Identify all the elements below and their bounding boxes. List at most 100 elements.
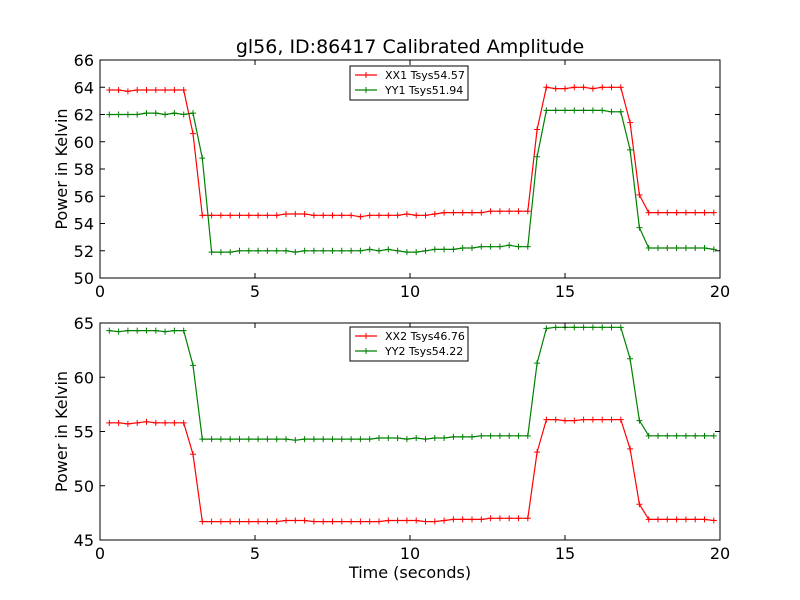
data-point [589, 324, 596, 331]
data-point [524, 432, 531, 439]
y-tick-label: 56 [74, 187, 94, 206]
data-point [524, 243, 531, 250]
data-point [441, 209, 448, 216]
data-point [385, 517, 392, 524]
legend-label: YY1 Tsys51.94 [384, 84, 463, 97]
data-point [394, 212, 401, 219]
data-point [627, 355, 634, 362]
data-point [599, 107, 606, 114]
y-tick-label: 50 [74, 477, 94, 496]
data-point [236, 247, 243, 254]
data-point [208, 436, 215, 443]
data-point [376, 518, 382, 525]
data-point [115, 111, 122, 118]
legend-label: XX1 Tsys54.57 [385, 69, 465, 82]
data-point [673, 432, 680, 439]
data-point [580, 416, 587, 423]
subplot-top: 0 5 10 15 20 50 52 54 56 58 60 62 64 66 Power in Kelvi… [52, 51, 730, 301]
data-point [459, 433, 466, 440]
data-point [162, 328, 169, 335]
x-tick-label: 10 [400, 544, 420, 563]
data-point [283, 436, 289, 443]
data-point [543, 325, 550, 332]
data-point [469, 245, 475, 252]
data-point [692, 245, 699, 252]
data-point [227, 436, 234, 443]
x-tick-label: 20 [710, 544, 730, 563]
y-tick-label: 60 [74, 133, 94, 152]
data-point [227, 518, 234, 525]
data-point [385, 246, 392, 253]
data-point [431, 435, 438, 442]
data-point [217, 436, 224, 443]
data-point [664, 516, 671, 523]
data-point [310, 518, 317, 525]
data-point [450, 433, 457, 440]
data-point [106, 327, 113, 334]
data-point [487, 208, 494, 215]
data-point [469, 433, 475, 440]
data-point [673, 516, 680, 523]
data-point [227, 249, 234, 256]
data-point [636, 417, 643, 424]
data-point [338, 436, 345, 443]
legend-marker [363, 348, 369, 354]
data-point [134, 86, 141, 93]
data-point [236, 212, 243, 219]
data-point [171, 86, 178, 93]
subplot-bottom: 0 5 10 15 20 45 50 55 60 65 Power in Kelvin Time (s… [52, 314, 730, 582]
data-point [552, 324, 559, 331]
data-point [562, 107, 568, 114]
x-tick-label: 20 [710, 282, 730, 301]
data-point [143, 86, 150, 93]
data-point [208, 518, 215, 525]
data-point [506, 515, 513, 522]
data-point [422, 247, 429, 254]
data-point [124, 88, 131, 95]
data-point [682, 209, 689, 216]
data-point [115, 419, 122, 426]
data-point [478, 516, 485, 523]
data-point [571, 107, 578, 114]
data-point [645, 432, 652, 439]
data-point [348, 247, 355, 254]
legend-marker [363, 87, 369, 93]
data-point [692, 516, 699, 523]
data-point [385, 435, 392, 442]
legend-box [349, 326, 469, 362]
data-point [496, 208, 503, 215]
data-point [152, 110, 159, 117]
data-point [450, 209, 457, 216]
data-point [152, 419, 159, 426]
data-point [366, 518, 373, 525]
data-point [534, 153, 541, 160]
data-point [599, 416, 606, 423]
data-point [534, 449, 541, 456]
y-tick-label: 60 [74, 368, 94, 387]
data-point [106, 86, 113, 93]
data-point [506, 432, 513, 439]
data-point [664, 245, 671, 252]
data-point [413, 249, 420, 256]
data-point [320, 436, 327, 443]
data-point [617, 84, 624, 91]
data-point [478, 209, 485, 216]
data-point [115, 328, 122, 335]
y-tick-label: 65 [74, 314, 94, 333]
data-point [403, 517, 410, 524]
data-point [310, 436, 317, 443]
x-tick-label: 5 [250, 544, 260, 563]
data-point [171, 110, 178, 117]
data-point [403, 436, 410, 443]
data-point [152, 327, 159, 334]
data-point [348, 212, 355, 219]
data-point [562, 417, 568, 424]
data-point [236, 518, 243, 525]
data-point [692, 432, 699, 439]
data-point [441, 435, 448, 442]
data-point [283, 517, 289, 524]
data-point [162, 419, 169, 426]
data-point [310, 212, 317, 219]
data-point [413, 517, 420, 524]
data-point [571, 324, 578, 331]
